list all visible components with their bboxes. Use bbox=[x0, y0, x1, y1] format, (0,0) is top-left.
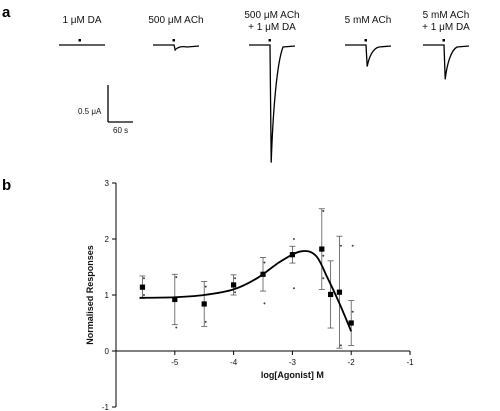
trace-5-label-line-1: 5 mM ACh bbox=[423, 10, 470, 21]
error-bars bbox=[139, 208, 355, 349]
fit-curve bbox=[139, 250, 353, 332]
trace-2: 500 μM ACh bbox=[148, 15, 204, 52]
trace-1: 1 μM DA bbox=[59, 15, 105, 46]
y-tick-label: 0 bbox=[105, 347, 110, 356]
mean-point bbox=[348, 320, 354, 326]
individual-point bbox=[234, 291, 237, 294]
chart-axes: -1 0 1 2 3 -5 -4 -3 -2 -1 bbox=[102, 179, 414, 411]
mean-point bbox=[336, 289, 343, 295]
mean-point bbox=[139, 284, 146, 290]
individual-point bbox=[234, 277, 237, 280]
scale-current-label: 0.5 μA bbox=[78, 107, 102, 116]
individual-point bbox=[292, 238, 295, 240]
application-marker bbox=[172, 39, 175, 42]
trace-5-label-line-2: + 1 μM DA bbox=[422, 22, 470, 33]
x-tick-label: -2 bbox=[348, 358, 356, 367]
dose-response-chart: -1 0 1 2 3 -5 -4 -3 -2 -1 log[Agonist] M Normalis… bbox=[85, 179, 414, 411]
mean-point bbox=[319, 246, 325, 252]
individual-point bbox=[339, 344, 342, 347]
traces-panel: 1 μM DA 500 μM ACh 500 μM ACh+ 1 μM DA5 mM… bbox=[59, 10, 470, 163]
individual-point bbox=[175, 326, 178, 329]
individual-point bbox=[204, 320, 207, 323]
individual-point bbox=[175, 276, 178, 279]
x-tick-label: -5 bbox=[171, 358, 179, 367]
x-axis-label: log[Agonist] M bbox=[261, 370, 324, 380]
application-marker bbox=[268, 39, 271, 42]
y-tick-label: 3 bbox=[105, 179, 110, 188]
scale-bar: 0.5 μA 60 s bbox=[78, 85, 133, 135]
y-tick-label: 2 bbox=[105, 235, 110, 244]
trace-4: 5 mM ACh bbox=[345, 15, 392, 67]
trace-3-label-line-2: + 1 μM DA bbox=[248, 22, 296, 33]
x-tick-label: -1 bbox=[406, 358, 414, 367]
x-tick-label: -3 bbox=[289, 358, 297, 367]
panel-a-label: a bbox=[2, 4, 11, 21]
trace-5: 5 mM ACh+ 1 μM DA bbox=[422, 10, 470, 80]
panel-b-label: b bbox=[2, 177, 11, 194]
trace-3: 500 μM ACh+ 1 μM DA bbox=[244, 10, 300, 163]
application-marker bbox=[364, 39, 367, 42]
individual-point bbox=[263, 302, 266, 305]
mean-point bbox=[201, 301, 207, 307]
y-tick-label: -1 bbox=[102, 403, 110, 411]
individual-point bbox=[263, 261, 266, 264]
current-trace bbox=[423, 44, 470, 80]
trace-4-label-line-1: 5 mM ACh bbox=[345, 15, 392, 26]
individual-point bbox=[351, 244, 354, 247]
mean-points bbox=[139, 246, 354, 326]
individual-point bbox=[142, 277, 145, 280]
y-axis-label: Normalised Responses bbox=[85, 245, 95, 345]
mean-point bbox=[289, 252, 295, 258]
trace-1-label-line-1: 1 μM DA bbox=[62, 15, 101, 26]
mean-point bbox=[172, 296, 178, 303]
individual-point bbox=[351, 310, 354, 313]
trace-2-label-line-1: 500 μM ACh bbox=[148, 15, 203, 26]
x-tick-label: -4 bbox=[230, 358, 238, 367]
mean-point bbox=[328, 291, 334, 298]
individual-points bbox=[142, 210, 354, 347]
mean-point bbox=[231, 282, 237, 288]
scale-time-label: 60 s bbox=[113, 126, 128, 135]
individual-point bbox=[204, 285, 207, 288]
individual-point bbox=[322, 254, 325, 257]
application-marker bbox=[442, 39, 445, 42]
mean-point bbox=[260, 271, 266, 277]
trace-3-label-line-1: 500 μM ACh bbox=[244, 10, 299, 21]
individual-point bbox=[322, 277, 325, 280]
individual-point bbox=[292, 287, 295, 290]
individual-point bbox=[142, 294, 145, 296]
y-tick-label: 1 bbox=[105, 291, 110, 300]
individual-point bbox=[322, 210, 325, 212]
individual-point bbox=[339, 244, 342, 247]
application-marker bbox=[78, 39, 81, 42]
current-trace bbox=[345, 44, 392, 67]
current-trace bbox=[153, 44, 200, 52]
current-trace bbox=[249, 44, 296, 163]
